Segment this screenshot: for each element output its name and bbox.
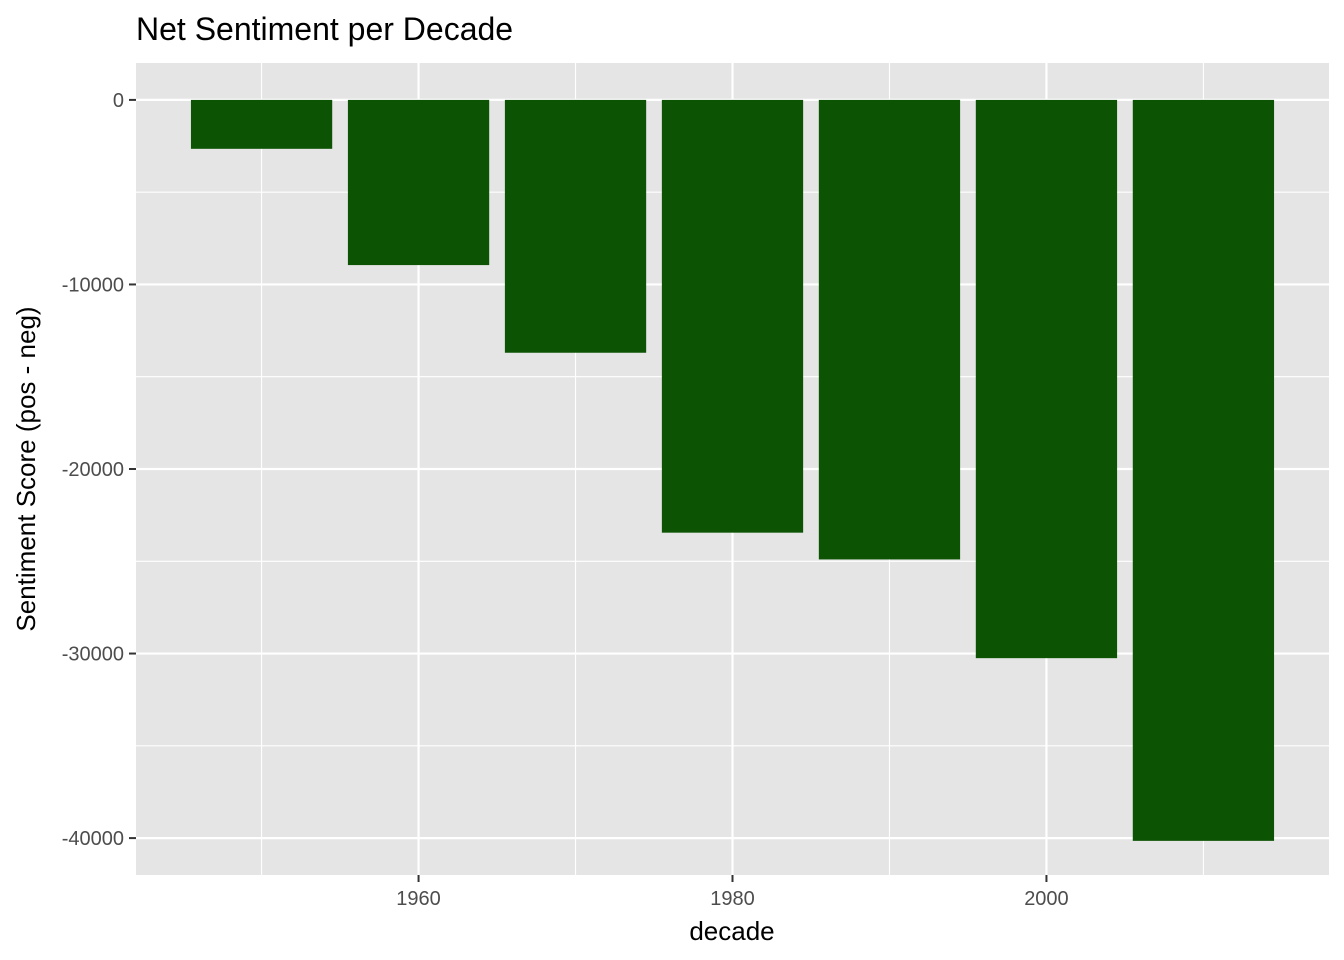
x-tick-label: 2000	[1024, 888, 1069, 910]
x-tick-label: 1980	[710, 888, 755, 910]
x-tick-label: 1960	[396, 888, 441, 910]
bars	[190, 99, 1275, 841]
y-axis-title: Sentiment Score (pos - neg)	[11, 306, 41, 631]
chart-title: Net Sentiment per Decade	[136, 11, 513, 47]
y-tick-label: -40000	[62, 828, 124, 850]
bar-1960	[347, 99, 490, 266]
y-tick-label: -30000	[62, 644, 124, 666]
bar-1980	[661, 99, 804, 533]
x-axis: 1960 1980 2000	[396, 875, 1069, 910]
y-axis: 0 -10000 -20000 -30000 -40000	[62, 90, 136, 850]
bar-1990	[818, 99, 961, 560]
bar-1950	[190, 99, 333, 149]
y-tick-label: 0	[113, 90, 124, 112]
bar-1970	[504, 99, 647, 353]
y-tick-label: -20000	[62, 459, 124, 481]
x-axis-title: decade	[689, 916, 774, 946]
y-tick-label: -10000	[62, 274, 124, 296]
bar-2000	[975, 99, 1118, 659]
bar-2010	[1132, 99, 1275, 841]
